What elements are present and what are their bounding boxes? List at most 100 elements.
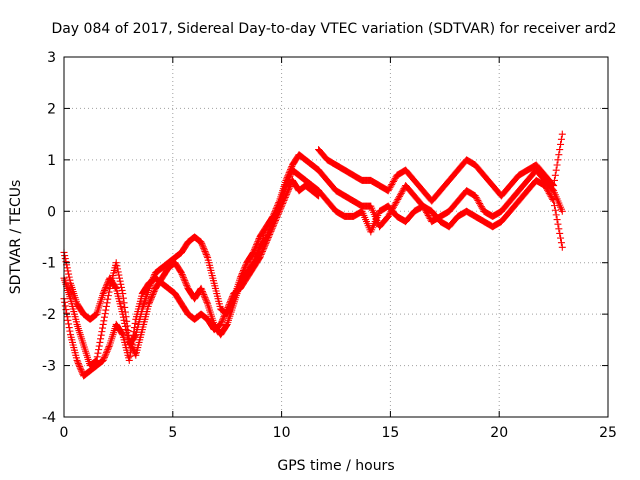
data-point: [131, 350, 139, 358]
data-point: [547, 192, 555, 200]
data-point: [103, 347, 111, 355]
data-point: [557, 234, 565, 242]
data-point: [274, 210, 282, 218]
data-point: [181, 277, 189, 285]
data-point: [178, 269, 186, 277]
data-point: [98, 328, 106, 336]
data-point: [389, 179, 397, 187]
data-point: [78, 367, 86, 375]
data-point: [117, 280, 125, 288]
data-point: [114, 268, 122, 276]
data-point: [66, 327, 74, 335]
y-tick-label: -4: [42, 410, 56, 426]
data-point: [149, 289, 157, 297]
data-point: [241, 262, 249, 270]
data-point: [102, 350, 110, 358]
data-point: [116, 277, 124, 285]
data-point: [74, 358, 82, 366]
data-point: [202, 295, 210, 303]
data-point: [228, 294, 236, 302]
data-point: [115, 271, 123, 279]
data-point: [550, 176, 558, 184]
data-point: [471, 192, 479, 200]
x-tick-label: 10: [273, 425, 291, 441]
data-point: [102, 283, 110, 291]
data-point: [77, 366, 85, 374]
data-point: [386, 184, 394, 192]
data-point: [202, 297, 210, 305]
data-point: [283, 189, 291, 197]
axis-ticks: [63, 56, 609, 418]
data-point: [389, 177, 397, 185]
data-point: [76, 364, 84, 372]
data-point: [391, 200, 399, 208]
data-point: [119, 294, 127, 302]
chart-title: Day 084 of 2017, Sidereal Day-to-day VTE…: [51, 21, 616, 37]
data-point: [64, 316, 72, 324]
data-point: [474, 196, 482, 204]
data-point: [219, 314, 227, 322]
data-point: [147, 295, 155, 303]
data-point: [180, 275, 188, 283]
data-point: [271, 218, 279, 226]
data-point: [225, 300, 233, 308]
data-point: [61, 302, 69, 310]
data-point: [276, 206, 284, 214]
series-track-6: [315, 176, 566, 251]
data-point: [198, 288, 206, 296]
data-point: [384, 212, 392, 220]
data-point: [279, 198, 287, 206]
data-point: [550, 202, 558, 210]
data-point: [555, 151, 563, 159]
data-point: [387, 182, 395, 190]
data-point: [385, 211, 393, 219]
data-point: [179, 274, 187, 282]
data-point: [275, 209, 283, 217]
data-point: [129, 332, 137, 340]
data-point: [93, 353, 101, 361]
series-track-4: [315, 130, 566, 205]
data-point: [392, 199, 400, 207]
data-point: [200, 292, 208, 300]
data-point: [281, 195, 289, 203]
data-point: [546, 191, 554, 199]
data-point: [268, 224, 276, 232]
data-point: [115, 274, 123, 282]
data-point: [281, 193, 289, 201]
data-point: [544, 186, 552, 194]
data-point: [103, 280, 111, 288]
data-point: [256, 254, 264, 262]
data-point: [201, 247, 209, 255]
data-point: [552, 211, 560, 219]
data-point: [393, 197, 401, 205]
data-point: [63, 264, 71, 272]
data-point: [131, 319, 139, 327]
data-point: [218, 317, 226, 325]
data-point: [284, 187, 292, 195]
data-point: [277, 204, 285, 212]
data-point: [182, 280, 190, 288]
data-point: [105, 343, 113, 351]
data-point: [198, 286, 206, 294]
data-point: [197, 284, 205, 292]
data-point: [120, 299, 128, 307]
y-tick-label: -1: [42, 256, 56, 272]
data-point: [65, 324, 73, 332]
data-point: [396, 191, 404, 199]
y-tick-label: 0: [47, 204, 56, 220]
data-point: [112, 283, 120, 291]
data-point: [286, 183, 294, 191]
data-point: [478, 204, 486, 212]
data-point: [265, 232, 273, 240]
data-point: [549, 195, 557, 203]
data-point: [266, 229, 274, 237]
data-point: [285, 186, 293, 194]
data-point: [148, 292, 156, 300]
data-point: [280, 196, 288, 204]
data-point: [269, 223, 277, 231]
data-point: [390, 176, 398, 184]
data-point: [65, 273, 73, 281]
data-point: [227, 296, 235, 304]
data-point: [104, 344, 112, 352]
data-point: [146, 297, 154, 305]
